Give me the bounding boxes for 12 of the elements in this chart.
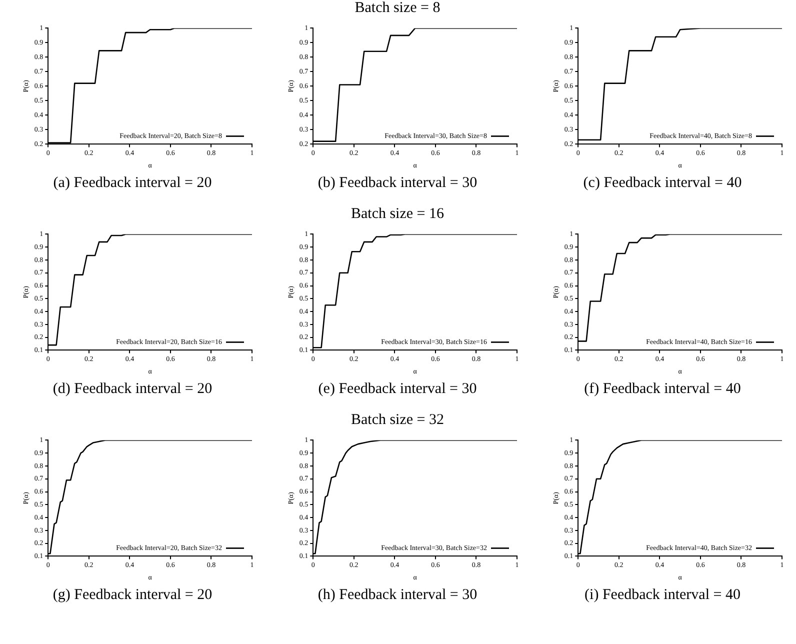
text: (e) Feedback interval = 30 <box>317 381 478 398</box>
chart-subtitle: Batch size = 32 <box>350 412 446 429</box>
chart-subtitle: Batch size = 8 <box>354 0 442 17</box>
text: (i) Feedback interval = 40 <box>584 587 742 604</box>
text: (d) Feedback interval = 20 <box>52 381 214 398</box>
text: (f) Feedback interval = 40 <box>583 381 742 398</box>
text: (h) Feedback interval = 30 <box>316 587 478 604</box>
text: (a) Feedback interval = 20 <box>52 175 213 192</box>
chart-subtitle: Batch size = 16 <box>350 206 446 223</box>
text: (g) Feedback interval = 20 <box>52 587 214 604</box>
text: (b) Feedback interval = 30 <box>316 175 478 192</box>
text: (c) Feedback interval = 40 <box>582 175 743 192</box>
